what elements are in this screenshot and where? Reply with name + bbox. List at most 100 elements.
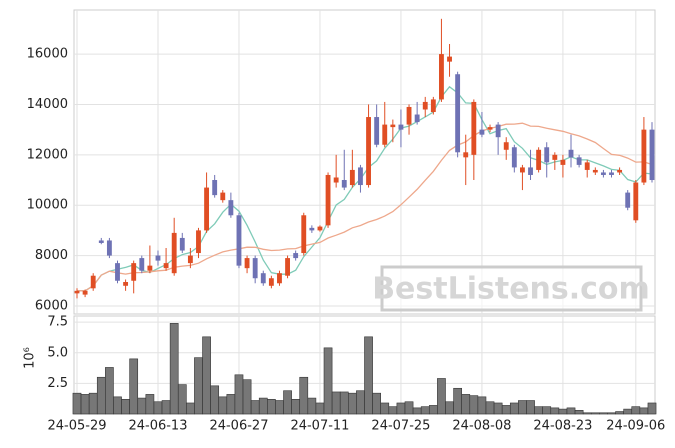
- candle-body: [139, 258, 145, 271]
- candle-body: [463, 152, 469, 158]
- candle-body: [422, 101, 428, 110]
- volume-tick-label: 7.5: [47, 315, 68, 330]
- candle-body: [317, 226, 323, 231]
- volume-bar: [323, 347, 333, 415]
- volume-bar: [388, 406, 398, 415]
- candle-body: [609, 172, 614, 175]
- volume-bar: [590, 412, 600, 415]
- volume-bar: [631, 406, 641, 415]
- candle-body: [106, 240, 112, 256]
- candle-body: [268, 278, 274, 286]
- x-tick-label: 24-08-23: [533, 419, 592, 434]
- volume-bar: [258, 397, 268, 415]
- volume-tick-label: 2.5: [47, 376, 68, 391]
- candle-body: [98, 240, 104, 243]
- candle-body: [155, 255, 161, 261]
- candle-body: [439, 54, 444, 100]
- volume-bar: [121, 398, 130, 415]
- candle-body: [592, 169, 598, 173]
- candle-body: [123, 282, 129, 286]
- candle-body: [74, 290, 80, 294]
- volume-bar: [113, 396, 122, 415]
- volume-bar: [202, 336, 211, 415]
- volume-bar: [404, 401, 414, 415]
- volume-bar: [599, 412, 608, 415]
- candle-body: [179, 237, 185, 251]
- volume-bar: [194, 357, 203, 415]
- candle-body: [552, 154, 558, 160]
- candle-body: [398, 124, 404, 130]
- candle-body: [325, 174, 331, 226]
- candle-body: [147, 265, 153, 271]
- candle-body: [171, 232, 177, 274]
- volume-bar: [348, 392, 357, 415]
- volume-bar: [534, 406, 543, 415]
- x-tick-label: 24-07-25: [371, 419, 430, 434]
- volume-unit: 10⁶: [23, 347, 38, 369]
- candle-body: [576, 157, 582, 165]
- volume-bar: [88, 392, 98, 415]
- volume-bar: [283, 390, 292, 415]
- candle-body: [560, 159, 566, 165]
- candle-body: [503, 142, 509, 150]
- volume-bar: [307, 397, 317, 415]
- candle-body: [341, 180, 347, 188]
- x-tick-label: 24-07-11: [290, 419, 349, 434]
- volume-bar: [445, 401, 454, 415]
- candle-body: [163, 263, 169, 269]
- moving-average: [77, 85, 653, 292]
- candle-body: [649, 129, 655, 181]
- volume-bar: [623, 408, 633, 415]
- candle-body: [244, 258, 250, 269]
- volume-tick-label: 5.0: [47, 345, 68, 360]
- volume-bar: [275, 400, 284, 415]
- volume-bar: [177, 384, 187, 415]
- y-tick-label: 8000: [35, 248, 68, 263]
- volume-bar: [501, 405, 511, 415]
- candle-body: [260, 273, 266, 284]
- volume-bar: [380, 402, 390, 415]
- candle-body: [617, 169, 623, 173]
- candle-body: [528, 167, 533, 175]
- candle-body: [511, 147, 517, 168]
- volume-bar: [96, 376, 106, 415]
- volume-bar: [80, 394, 90, 415]
- candle-body: [600, 172, 606, 175]
- volume-bar: [566, 407, 576, 415]
- volume-bar: [647, 402, 657, 415]
- volume-bar: [339, 391, 349, 415]
- x-tick-label: 24-06-13: [128, 419, 187, 434]
- candle-body: [301, 215, 307, 254]
- candle-body: [430, 99, 436, 113]
- price-frame: [73, 9, 656, 315]
- volume-bar: [493, 402, 503, 415]
- candle-body: [90, 275, 96, 289]
- volume-bar: [526, 400, 535, 415]
- candle-body: [414, 114, 420, 123]
- volume-bar: [412, 407, 422, 415]
- x-tick-label: 24-06-27: [209, 419, 268, 434]
- volume-bar: [161, 400, 171, 415]
- volume-bar: [607, 412, 616, 415]
- volume-bar: [364, 336, 373, 415]
- volume-bar: [437, 378, 446, 415]
- candle-body: [131, 263, 137, 281]
- candle-body: [471, 101, 477, 155]
- y-tick-label: 16000: [27, 47, 68, 62]
- volume-bar: [226, 394, 236, 415]
- volume-bar: [299, 376, 309, 415]
- volume-bar: [428, 405, 438, 415]
- candle-body: [187, 255, 193, 264]
- volume-bar: [169, 323, 179, 415]
- y-tick-label: 10000: [27, 198, 68, 213]
- volume-bar: [145, 394, 155, 415]
- y-tick-label: 12000: [27, 147, 68, 162]
- volume-bar: [218, 396, 228, 415]
- volume-bar: [582, 412, 592, 415]
- volume-bar: [477, 396, 487, 415]
- candle-body: [584, 162, 590, 170]
- candle-body: [536, 149, 542, 170]
- volume-bar: [639, 407, 649, 415]
- candle-body: [406, 106, 412, 125]
